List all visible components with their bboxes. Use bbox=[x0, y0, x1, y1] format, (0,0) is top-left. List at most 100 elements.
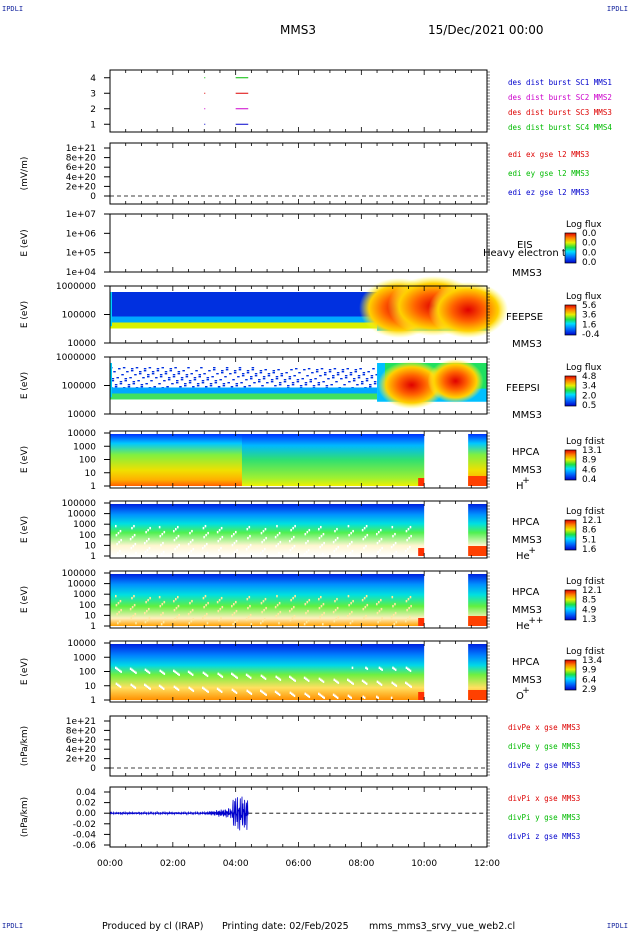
feepsi-speckle bbox=[335, 381, 338, 383]
hpca_o-gap-edge-hot bbox=[418, 692, 425, 700]
feepsi-speckle bbox=[190, 373, 193, 375]
hpca_he2-speckle bbox=[323, 611, 325, 615]
hpca_he2-speckle bbox=[334, 599, 336, 603]
divpi-ytick-label: -0.04 bbox=[73, 830, 97, 840]
hpca_he2-ylabel: E (eV) bbox=[20, 586, 30, 613]
hpca_he2-speckle bbox=[303, 622, 306, 626]
feepsi-speckle bbox=[322, 381, 325, 383]
feepsi-speckle bbox=[122, 367, 126, 369]
hpca_he-speckle bbox=[278, 531, 281, 535]
burst-mark bbox=[204, 108, 206, 110]
hpca_he-speckle bbox=[219, 537, 222, 541]
feepsi-speckle bbox=[307, 368, 311, 370]
hpca_he-speckle bbox=[336, 527, 338, 531]
divpe-ytick-label: 1e+21 bbox=[66, 717, 96, 727]
hpca_he2-speckle bbox=[232, 622, 234, 626]
hpca_he-speckle bbox=[365, 524, 368, 528]
hpca_o-speckle bbox=[191, 688, 193, 692]
hpca_o-speckle bbox=[275, 675, 278, 679]
feepsi-speckle bbox=[161, 367, 164, 369]
eis-colorbar-title: Log flux bbox=[566, 220, 602, 230]
hpca_he-speckle bbox=[366, 533, 369, 537]
hpca_he-speckle bbox=[204, 524, 207, 528]
hpca_he-speckle bbox=[361, 528, 364, 532]
hpca_he2-speckle bbox=[363, 596, 366, 600]
hpca_he2-speckle bbox=[395, 620, 398, 624]
hpca_o-speckle bbox=[119, 669, 121, 673]
hpca_o-ytick-label: 10 bbox=[85, 682, 97, 692]
hpca_he-speckle bbox=[249, 543, 252, 547]
hpca_o-speckle bbox=[294, 679, 296, 683]
hpca_o-speckle bbox=[303, 676, 306, 680]
feepsi-speckle bbox=[192, 386, 195, 388]
feepsi-panel: E (eV) 10000 100000 1000000 FEEPSI MMS3 Log fl… bbox=[20, 353, 602, 421]
hpca_he-speckle bbox=[163, 530, 166, 534]
hpca_he2-speckle bbox=[364, 605, 367, 609]
hpca_he2-speckle bbox=[206, 621, 209, 625]
hpca_o-speckle bbox=[217, 672, 220, 676]
hpca_he-speckle bbox=[220, 546, 222, 550]
hpca_he2-speckle bbox=[218, 618, 220, 622]
hpca_he-speckle bbox=[351, 549, 354, 553]
eis-ylabel: E (eV) bbox=[20, 229, 30, 256]
feepsi-speckle bbox=[150, 380, 153, 382]
hpca_he2-speckle bbox=[188, 621, 191, 625]
eis-instrument-label: EIS bbox=[517, 240, 533, 251]
hpca_h-colorbar-tick: 0.4 bbox=[582, 475, 597, 485]
hpca_he2-speckle bbox=[336, 606, 339, 610]
hpca_he-speckle bbox=[262, 529, 265, 533]
hpca_h-instrument-label: HPCA bbox=[512, 447, 540, 458]
hpca_o-speckle bbox=[393, 667, 396, 671]
hpca_he2-speckle bbox=[376, 611, 379, 615]
hpca_o-speckle bbox=[293, 678, 295, 682]
hpca_he2-speckle bbox=[322, 602, 325, 606]
hpca_o-speckle bbox=[245, 673, 248, 677]
hpca_he-speckle bbox=[202, 526, 205, 530]
feepsi-speckle bbox=[346, 368, 349, 370]
edi-ytick-label: 1e+21 bbox=[66, 144, 96, 154]
hpca_he2-speckle bbox=[275, 614, 278, 618]
feepsi-speckle bbox=[333, 368, 337, 370]
hpca_he2-speckle bbox=[202, 596, 205, 600]
feepsi-speckle bbox=[140, 384, 144, 386]
hpca_o-speckle bbox=[177, 672, 179, 676]
feepsi-colorbar-tick: 2.0 bbox=[582, 391, 597, 401]
edi-ytick-label: 2e+20 bbox=[66, 182, 97, 192]
feepsi-speckle bbox=[225, 369, 229, 371]
hpca_he2-speckle bbox=[177, 604, 180, 608]
feepse-ylabel: E (eV) bbox=[20, 301, 30, 328]
burst-mark bbox=[204, 77, 206, 79]
hpca_he-speckle bbox=[322, 552, 324, 556]
hpca_o-speckle bbox=[203, 687, 205, 691]
feepsi-speckle bbox=[262, 378, 266, 380]
hpca_o-speckle bbox=[146, 669, 148, 673]
feepsi-speckle bbox=[212, 369, 216, 371]
feepsi-speckle bbox=[184, 385, 187, 387]
hpca_he2-speckle bbox=[144, 611, 146, 615]
hpca_he2-speckle bbox=[407, 597, 410, 601]
hpca_o-speckle bbox=[376, 680, 379, 684]
hpca_he-speckle bbox=[133, 533, 136, 537]
feepsi-speckle bbox=[169, 370, 173, 372]
hpca_he-spectrogram-end bbox=[468, 504, 487, 556]
hpca_he2-colorbar-tick: 1.3 bbox=[582, 615, 596, 625]
feepsi-speckle bbox=[214, 382, 218, 384]
hpca_he-speckle bbox=[305, 550, 308, 554]
hpca_he-charge-label: + bbox=[528, 546, 536, 556]
hpca_he-speckle bbox=[177, 534, 180, 538]
feepsi-speckle bbox=[266, 382, 269, 384]
hpca_he2-spectrogram-end bbox=[468, 574, 487, 626]
hpca_o-speckle bbox=[189, 687, 192, 691]
hpca_he-speckle bbox=[335, 547, 338, 551]
hpca_he2-speckle bbox=[318, 606, 321, 610]
hpca_he2-speckle bbox=[304, 602, 307, 606]
feepsi-speckle bbox=[116, 377, 119, 379]
feepsi-speckle bbox=[134, 374, 137, 376]
feepse-colorbar-tick: 5.6 bbox=[582, 301, 597, 311]
feepsi-speckle bbox=[370, 375, 374, 377]
feepse-instrument-label: FEEPSE bbox=[506, 312, 543, 323]
edi-ytick-label: 4e+20 bbox=[66, 173, 97, 183]
hpca_o-speckle bbox=[320, 694, 323, 698]
hpca_he2-speckle bbox=[276, 594, 278, 598]
